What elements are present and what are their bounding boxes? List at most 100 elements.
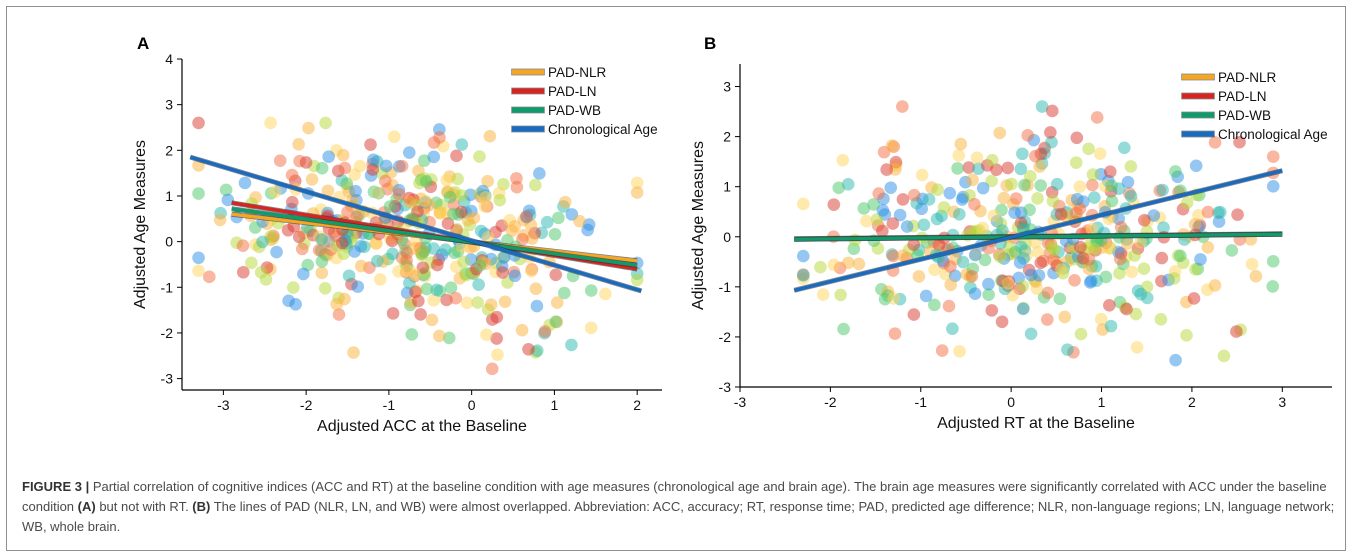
scatter-point — [550, 296, 564, 309]
x-tick-label: 3 — [1278, 394, 1286, 410]
fit-line-chronological-age — [793, 169, 1283, 293]
scatter-point — [857, 202, 871, 215]
scatter-point — [315, 233, 328, 246]
scatter-point — [907, 238, 920, 251]
scatter-point — [942, 299, 956, 313]
scatter-point — [484, 298, 498, 311]
scatter-point — [968, 287, 982, 300]
scatter-point — [880, 163, 893, 176]
scatter-point — [814, 260, 827, 274]
scatter-point — [1035, 100, 1049, 113]
scatter-point — [946, 322, 959, 336]
x-tick-label: -1 — [383, 397, 396, 413]
scatter-point — [1070, 206, 1083, 220]
scatter-point — [1173, 249, 1187, 263]
scatter-point — [402, 146, 416, 159]
scatter-point — [951, 162, 964, 175]
chart-panel-b: B -3 -2 -1 0 1 2 3 -3 -2 -1 0 1 2 3 Adjusted RT at the … — [690, 34, 1332, 432]
scatter-point — [264, 116, 277, 130]
scatter-point — [419, 175, 433, 188]
scatter-point — [1134, 235, 1147, 249]
scatter-point — [427, 150, 441, 164]
legend-label: PAD-WB — [548, 103, 601, 118]
scatter-point — [796, 197, 810, 211]
scatter-point — [354, 259, 368, 273]
scatter-point — [1047, 243, 1061, 257]
scatter-point — [496, 266, 509, 279]
y-tick-label: 0 — [723, 229, 731, 245]
y-tick-label: 3 — [165, 97, 173, 113]
scatter-point — [533, 167, 546, 180]
scatter-point — [1103, 165, 1117, 179]
scatter-point — [968, 248, 982, 262]
scatter-point — [1113, 252, 1127, 266]
scatter-point — [1201, 240, 1215, 254]
legend-label: Chronological Age — [1218, 127, 1328, 142]
scatter-point — [630, 176, 644, 190]
scatter-point — [1167, 272, 1181, 285]
scatter-point — [427, 294, 440, 307]
scatter-point — [1034, 256, 1048, 270]
scatter-point — [1033, 160, 1047, 173]
caption-ref-b: (B) — [192, 499, 211, 514]
fit-line-pad-wb — [794, 232, 1283, 241]
scatter-point — [245, 256, 258, 270]
scatter-point — [1009, 192, 1023, 205]
scatter-point — [383, 200, 397, 213]
scatter-point — [1189, 159, 1203, 173]
y-tick-label: 2 — [165, 142, 173, 158]
scatter-point — [450, 149, 463, 163]
scatter-point — [357, 240, 371, 254]
panel-label: A — [137, 34, 149, 53]
scatter-point — [796, 269, 810, 282]
scatter-point — [584, 321, 598, 335]
scatter-point — [529, 282, 543, 296]
scatter-point — [1169, 165, 1182, 178]
scatter-point — [907, 308, 921, 321]
scatter-point — [1104, 319, 1118, 333]
scatter-point — [885, 139, 899, 152]
scatter-point — [1008, 206, 1021, 219]
scatter-point — [269, 185, 282, 199]
scatter-point — [439, 243, 452, 256]
scatter-points — [796, 100, 1280, 367]
scatter-point — [444, 281, 458, 294]
y-tick-label: 2 — [723, 129, 731, 145]
scatter-point — [285, 168, 299, 182]
scatter-point — [1118, 141, 1131, 155]
scatter-point — [1082, 262, 1096, 276]
scatter-point — [1070, 131, 1084, 145]
scatter-point — [520, 210, 533, 223]
scatter-point — [540, 215, 554, 229]
scatter-point — [1082, 253, 1096, 266]
scatter-point — [599, 287, 612, 301]
scatter-point — [442, 331, 456, 345]
scatter-point — [412, 294, 425, 308]
scatter-point — [336, 148, 350, 162]
legend-swatch — [1182, 74, 1214, 80]
scatter-point — [1070, 192, 1084, 206]
scatter-point — [473, 150, 486, 163]
scatter-point — [962, 161, 976, 174]
scatter-point — [483, 129, 497, 143]
scatter-point — [884, 181, 898, 195]
scatter-point — [841, 178, 855, 191]
x-tick-label: 2 — [1188, 394, 1196, 410]
scatter-point — [630, 273, 644, 287]
scatter-point — [485, 362, 499, 376]
scatter-point — [254, 266, 268, 279]
scatter-point — [1147, 209, 1161, 222]
scatter-point — [1069, 156, 1083, 169]
scatter-point — [425, 313, 439, 327]
scatter-point — [530, 299, 544, 313]
scatter-point — [347, 346, 360, 359]
scatter-point — [1001, 161, 1015, 175]
scatter-point — [993, 126, 1007, 140]
scatter-point — [1249, 269, 1263, 283]
scatter-point — [525, 232, 539, 245]
scatter-point — [549, 268, 563, 282]
scatter-points — [192, 116, 644, 376]
scatter-point — [1044, 126, 1057, 139]
scatter-point — [505, 224, 519, 238]
scatter-point — [292, 138, 305, 151]
